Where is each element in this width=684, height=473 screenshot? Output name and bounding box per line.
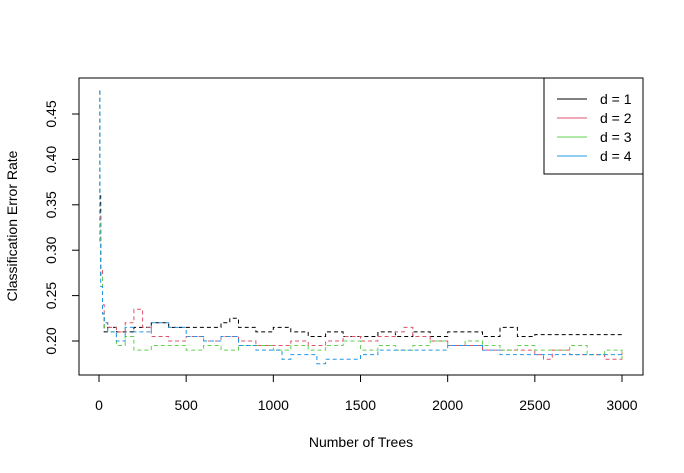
x-tick-label: 2000 [432, 397, 463, 413]
legend-label-3: d = 3 [600, 129, 632, 145]
x-tick-label: 3000 [606, 397, 637, 413]
x-tick-label: 1500 [345, 397, 376, 413]
series-line-1 [99, 90, 622, 337]
legend-box [543, 77, 644, 175]
y-tick-label: 0.35 [43, 191, 59, 218]
legend: d = 1 d = 2 d = 3 d = 4 [543, 77, 644, 175]
series-line-4 [99, 90, 622, 365]
x-axis-title: Number of Trees [309, 434, 413, 450]
legend-label-2: d = 2 [600, 110, 632, 126]
x-axis: 0 500 1000 1500 2000 2500 3000 [95, 374, 638, 413]
x-tick-label: 0 [95, 397, 103, 413]
x-tick-label: 2500 [519, 397, 550, 413]
legend-label-1: d = 1 [600, 91, 632, 107]
plot-lines [99, 90, 623, 365]
y-tick-label: 0.40 [43, 146, 59, 173]
y-axis: 0.20 0.25 0.30 0.35 0.40 0.45 [43, 100, 80, 355]
y-tick-label: 0.30 [43, 236, 59, 263]
x-tick-label: 1000 [258, 397, 289, 413]
y-tick-label: 0.45 [43, 100, 59, 127]
legend-label-4: d = 4 [600, 148, 632, 164]
x-tick-label: 500 [174, 397, 198, 413]
y-tick-label: 0.25 [43, 282, 59, 309]
series-line-2 [99, 90, 623, 360]
y-axis-title: Classification Error Rate [4, 150, 20, 301]
y-tick-label: 0.20 [43, 327, 59, 354]
